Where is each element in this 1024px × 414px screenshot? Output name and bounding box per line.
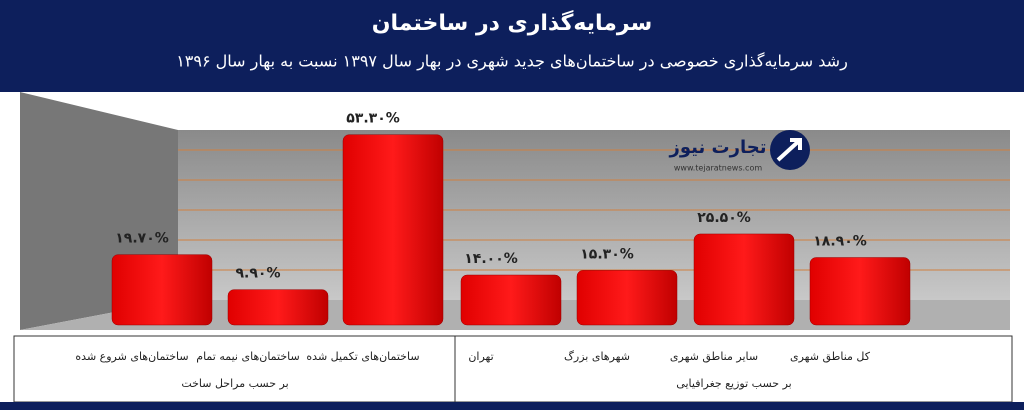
bar bbox=[111, 254, 213, 326]
value-label: ۲۵.۵۰% bbox=[697, 210, 751, 226]
logo-url: www.tejaratnews.com bbox=[674, 164, 762, 173]
bar bbox=[342, 134, 444, 326]
value-label: ۵۳.۳۰% bbox=[346, 111, 400, 127]
bar bbox=[809, 257, 911, 326]
label-table bbox=[13, 335, 1013, 403]
x-tick-label: سایر مناطق شهری bbox=[670, 350, 758, 364]
value-label: ۱۸.۹۰% bbox=[813, 234, 867, 250]
value-label: ۹.۹۰% bbox=[236, 266, 281, 282]
x-tick-label: ساختمان‌های نیمه تمام bbox=[196, 350, 299, 363]
x-tick-label: کل مناطق شهری bbox=[790, 350, 871, 364]
bar bbox=[693, 233, 795, 326]
grid bbox=[178, 149, 1010, 271]
x-tick-label: ساختمان‌های تکمیل شده bbox=[306, 350, 419, 363]
group-label: بر حسب مراحل ساخت bbox=[181, 377, 288, 390]
chart-title: سرمایه‌گذاری در ساختمان bbox=[372, 9, 652, 36]
bar bbox=[460, 274, 562, 326]
group-label: بر حسب توزیع جغرافیایی bbox=[676, 377, 791, 390]
value-label: ۱۹.۷۰% bbox=[115, 231, 169, 247]
x-tick-label: شهرهای بزرگ bbox=[564, 350, 630, 363]
value-label: ۱۴.۰۰% bbox=[464, 251, 518, 267]
x-tick-label: تهران bbox=[468, 350, 493, 363]
logo-name: تجارت نیوز bbox=[669, 137, 767, 158]
bar bbox=[227, 289, 329, 326]
value-label: ۱۵.۳۰% bbox=[580, 246, 634, 262]
footer-band bbox=[0, 402, 1024, 410]
header bbox=[0, 0, 1024, 92]
bar bbox=[576, 270, 678, 326]
logo: تجارت نیوز www.tejaratnews.com bbox=[669, 130, 810, 173]
chart-subtitle: رشد سرمایه‌گذاری خصوصی در ساختمان‌های جد… bbox=[176, 52, 848, 72]
x-tick-label: ساختمان‌های شروع شده bbox=[75, 350, 188, 363]
